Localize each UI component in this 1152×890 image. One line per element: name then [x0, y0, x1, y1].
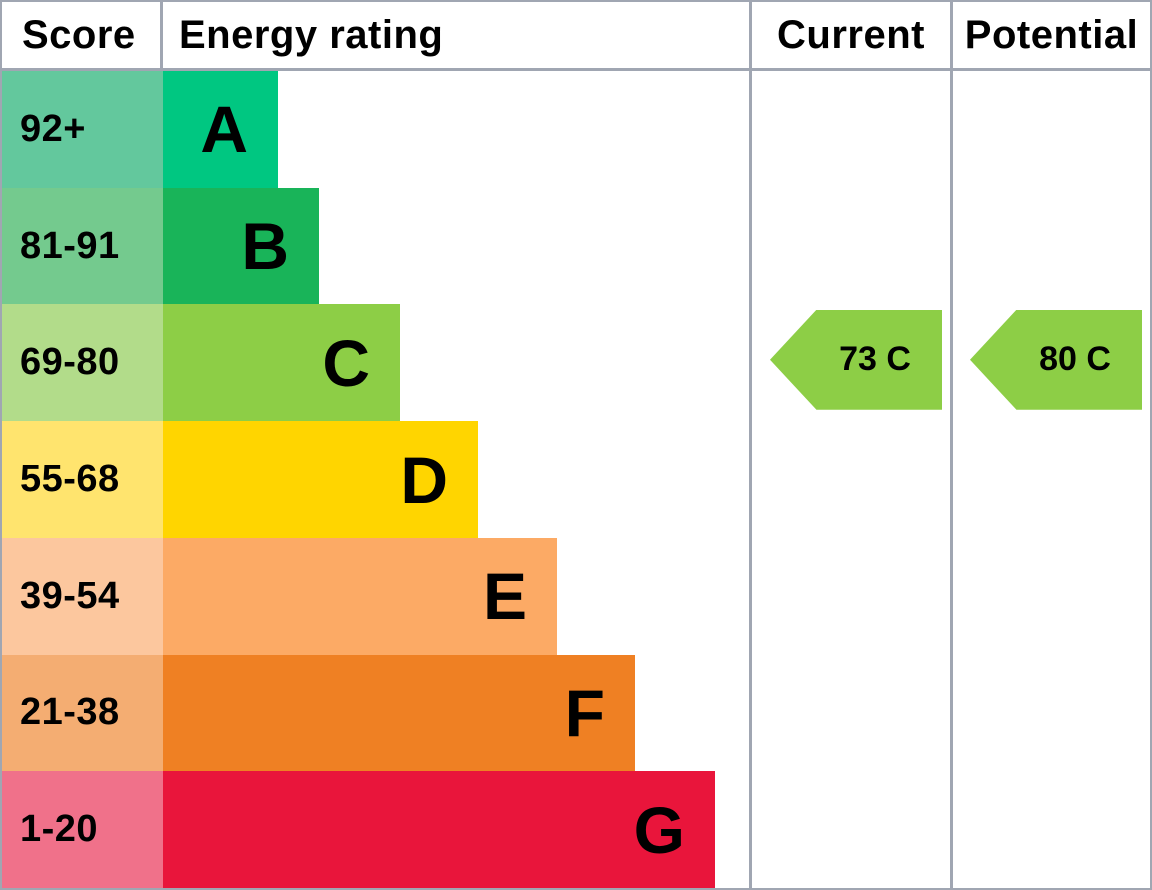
band-score-range: 69-80 — [2, 304, 163, 422]
current-rating-label: 73 C — [839, 340, 911, 379]
energy-rating-column-header: Energy rating — [179, 12, 444, 57]
band-row: 69-80 C — [2, 304, 749, 422]
band-rows: 92+ A 81-91 B 69-80 C 55-68 D 39-54 E 21-38 F 1-20 G — [2, 71, 749, 888]
band-row: 92+ A — [2, 71, 749, 188]
band-bar: A — [163, 71, 278, 188]
band-letter: C — [322, 325, 370, 400]
band-letter: D — [400, 442, 448, 517]
band-row: 1-20 G — [2, 771, 749, 888]
score-column-header: Score — [2, 2, 163, 68]
potential-column-header: Potential — [953, 2, 1150, 71]
band-bar: D — [163, 421, 478, 538]
current-column: Current 73 C — [749, 2, 950, 888]
band-bar: E — [163, 537, 557, 655]
band-bar: F — [163, 654, 635, 772]
current-column-body: 73 C — [752, 71, 950, 888]
potential-column: Potential 80 C — [950, 2, 1150, 888]
band-letter: B — [241, 209, 289, 284]
band-row: 55-68 D — [2, 421, 749, 538]
band-score-range: 55-68 — [2, 421, 163, 538]
band-score-range: 39-54 — [2, 537, 163, 655]
band-bar: B — [163, 187, 319, 305]
band-bar: C — [163, 304, 400, 422]
band-score-range: 1-20 — [2, 771, 163, 888]
potential-column-body: 80 C — [953, 71, 1150, 888]
current-rating-arrow: 73 C — [770, 309, 942, 410]
band-row: 81-91 B — [2, 187, 749, 305]
band-letter: G — [633, 792, 685, 867]
band-row: 21-38 F — [2, 654, 749, 772]
potential-rating-arrow: 80 C — [970, 309, 1142, 410]
current-column-header: Current — [752, 2, 950, 71]
rating-table: Score Energy rating 92+ A 81-91 B 69-80 C 55-6… — [2, 2, 749, 888]
band-score-range: 21-38 — [2, 654, 163, 772]
band-letter: E — [482, 559, 527, 634]
potential-rating-label: 80 C — [1039, 340, 1111, 379]
band-letter: F — [564, 675, 605, 750]
table-header-row: Score Energy rating — [2, 2, 749, 71]
band-bar: G — [163, 771, 715, 888]
band-letter: A — [200, 92, 248, 167]
band-row: 39-54 E — [2, 537, 749, 655]
band-score-range: 81-91 — [2, 187, 163, 305]
band-score-range: 92+ — [2, 71, 163, 188]
